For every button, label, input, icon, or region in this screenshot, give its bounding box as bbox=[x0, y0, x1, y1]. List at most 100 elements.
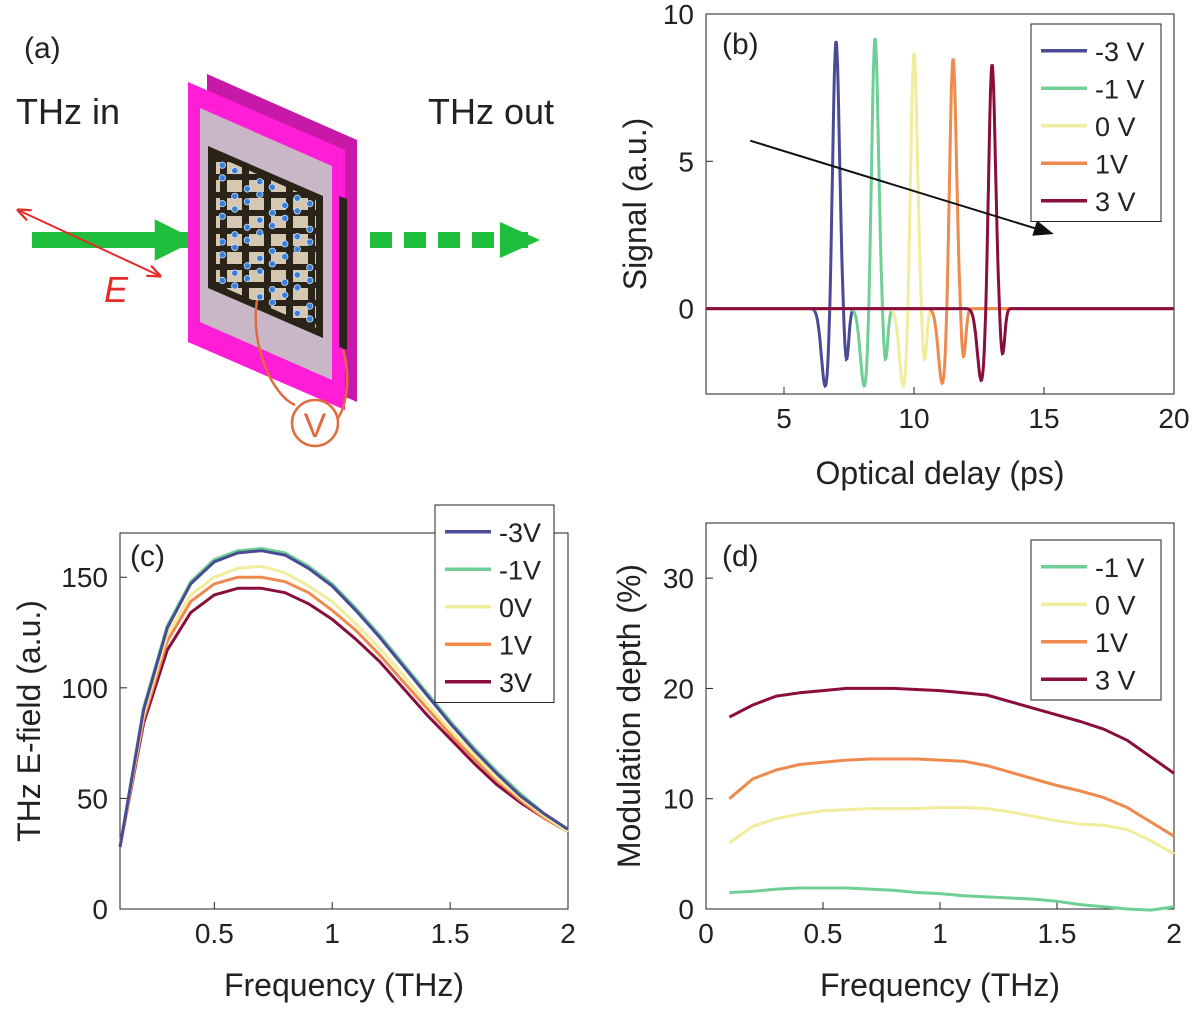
graphene-dot bbox=[306, 200, 314, 208]
graphene-dot bbox=[293, 245, 301, 253]
graphene-dot bbox=[268, 222, 276, 230]
x-tick-label: 20 bbox=[1158, 403, 1189, 434]
x-tick-label: 10 bbox=[898, 403, 929, 434]
shift-annotation-arrow bbox=[749, 139, 1054, 236]
legend-label-3V: 3 V bbox=[1095, 665, 1136, 695]
y-tick-label: 50 bbox=[77, 783, 108, 814]
graphene-dot bbox=[306, 315, 314, 323]
x-tick-label: 15 bbox=[1028, 403, 1059, 434]
legend-box bbox=[1030, 23, 1162, 222]
legend-label-minus1V: -1 V bbox=[1095, 74, 1145, 104]
panel-d-label: (d) bbox=[722, 540, 759, 573]
graphene-dot bbox=[231, 269, 239, 277]
y-axis-label: Modulation depth (%) bbox=[611, 564, 647, 868]
y-tick-label: 5 bbox=[678, 146, 694, 177]
graphene-dot bbox=[231, 231, 239, 239]
spectrum-line-0V bbox=[118, 564, 569, 848]
plot-area-frame bbox=[119, 532, 569, 910]
y-axis-label: THz E-field (a.u.) bbox=[11, 600, 47, 842]
graphene-dot bbox=[268, 285, 276, 294]
graphene-dot bbox=[293, 194, 301, 202]
thz-in-label: THz in bbox=[16, 91, 120, 132]
x-axis-label: Optical delay (ps) bbox=[816, 455, 1065, 491]
graphene-dot bbox=[243, 198, 251, 206]
x-tick-label: 1 bbox=[324, 918, 340, 949]
graphene-dot bbox=[306, 302, 314, 310]
y-tick-label: 10 bbox=[663, 784, 694, 815]
spectrum-line-minus1V bbox=[118, 547, 569, 848]
panel-c-spectrum-chart: 0.5 1 1.5 2 0 50 100 150 Frequency (THz) THz E-fi… bbox=[11, 504, 576, 1003]
graphene-dot bbox=[256, 293, 264, 301]
graphene-dot bbox=[231, 243, 239, 251]
legend-label-minus3V: -3V bbox=[499, 518, 541, 548]
x-axis-label: Frequency (THz) bbox=[820, 967, 1060, 1003]
graphene-dot bbox=[293, 233, 301, 241]
graphene-dot bbox=[243, 185, 251, 193]
y-tick-label: 10 bbox=[663, 0, 694, 30]
y-tick-label: 0 bbox=[678, 894, 694, 925]
x-tick-label: 5 bbox=[776, 403, 792, 434]
graphene-dot bbox=[293, 284, 301, 292]
graphene-dot bbox=[218, 174, 226, 182]
graphene-dots bbox=[218, 161, 314, 323]
graphene-dot bbox=[281, 240, 289, 248]
graphene-dot bbox=[243, 274, 251, 283]
graphene-dot bbox=[218, 200, 226, 208]
graphene-dot bbox=[268, 247, 276, 255]
legend-box bbox=[434, 504, 555, 703]
modulation-line-minus1V bbox=[729, 886, 1175, 912]
legend-label-3V: 3V bbox=[499, 668, 532, 698]
graphene-dot bbox=[281, 291, 289, 299]
graphene-dot bbox=[231, 282, 239, 290]
graphene-dot bbox=[256, 190, 264, 198]
graphene-dot bbox=[218, 212, 226, 220]
voltmeter-icon bbox=[290, 398, 340, 448]
graphene-dot bbox=[268, 183, 276, 191]
legend-label-minus3V: -3 V bbox=[1095, 37, 1145, 67]
graphene-dot bbox=[218, 161, 226, 169]
legend-label-minus1V: -1V bbox=[499, 555, 541, 585]
legend-label-1V: 1V bbox=[499, 630, 532, 660]
graphene-dot bbox=[293, 271, 301, 279]
x-tick-label: 2 bbox=[560, 918, 576, 949]
modulation-line-0V bbox=[728, 806, 1175, 856]
y-tick-label: 30 bbox=[663, 563, 694, 594]
legend-label-1V: 1V bbox=[1095, 149, 1128, 179]
spectrum-line-3V bbox=[118, 586, 569, 848]
graphene-dot bbox=[306, 238, 314, 246]
modulation-line-3V bbox=[728, 686, 1175, 775]
graphene-dot bbox=[306, 263, 314, 272]
graphene-dot bbox=[231, 167, 239, 175]
x-tick-label: 1.5 bbox=[1038, 918, 1077, 949]
outgoing-beam-arrowhead bbox=[500, 222, 540, 258]
x-tick-label: 0 bbox=[698, 918, 714, 949]
panel-a-schematic: (a) THz in THz out E V bbox=[16, 32, 554, 448]
y-tick-label: 100 bbox=[61, 673, 108, 704]
panel-a-label: (a) bbox=[24, 32, 61, 65]
pulse-line-3V bbox=[706, 64, 1174, 383]
metasurface-grating bbox=[216, 156, 316, 328]
spectrum-line-minus3V bbox=[118, 549, 569, 848]
graphene-dot bbox=[293, 207, 301, 215]
x-axis-label: Frequency (THz) bbox=[224, 967, 464, 1003]
wire-left bbox=[254, 299, 296, 407]
graphene-dot bbox=[281, 214, 289, 222]
graphene-dot bbox=[281, 253, 289, 261]
electrode-strip bbox=[339, 196, 347, 350]
graphene-dot bbox=[243, 262, 251, 270]
x-tick-label: 1.5 bbox=[431, 918, 470, 949]
legend-label-0V: 0 V bbox=[1095, 112, 1136, 142]
legend-label-3V: 3 V bbox=[1095, 187, 1136, 217]
y-axis-label: Signal (a.u.) bbox=[617, 118, 653, 291]
panel-c-label: (c) bbox=[130, 540, 165, 573]
graphene-dot bbox=[256, 254, 264, 262]
graphene-dot bbox=[231, 205, 239, 213]
y-tick-label: 20 bbox=[663, 673, 694, 704]
graphene-dot bbox=[268, 298, 276, 306]
thz-out-label: THz out bbox=[428, 91, 554, 132]
y-tick-label: 0 bbox=[92, 894, 108, 925]
graphene-dot bbox=[306, 225, 314, 233]
plot-area-frame bbox=[705, 13, 1175, 395]
y-tick-label: 150 bbox=[61, 562, 108, 593]
x-tick-label: 2 bbox=[1166, 918, 1182, 949]
